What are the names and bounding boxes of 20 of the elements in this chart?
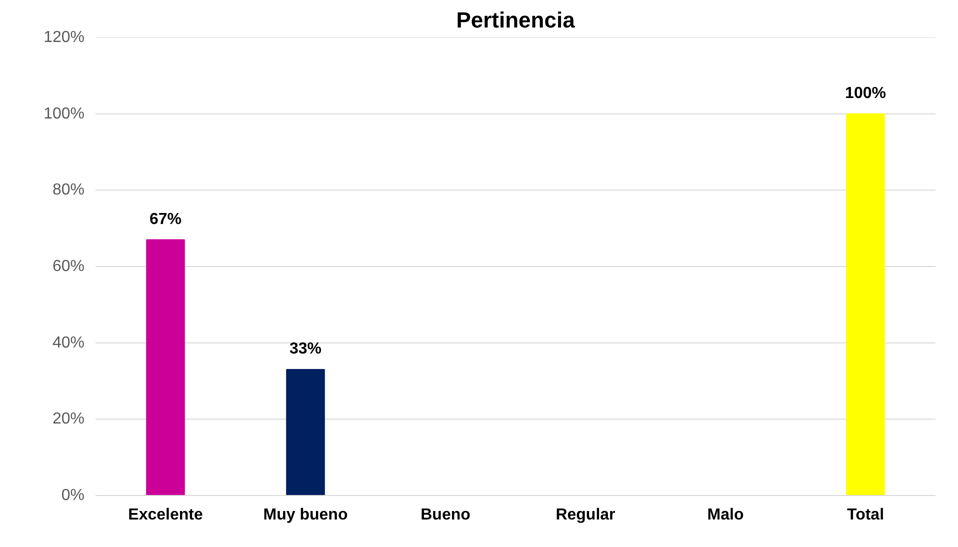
bar	[146, 239, 185, 496]
y-tick-label: 40%	[52, 334, 85, 352]
x-tick-label: Muy bueno	[263, 506, 348, 524]
y-tick-label: 80%	[52, 182, 85, 199]
y-tick-label: 0%	[61, 487, 84, 504]
y-tick-label: 60%	[52, 258, 85, 275]
bar	[846, 113, 885, 496]
y-tick-label: 100%	[44, 105, 84, 122]
x-tick-label: Total	[846, 506, 884, 524]
x-tick-label: Regular	[556, 506, 616, 524]
x-tick-label: Bueno	[420, 506, 471, 524]
data-label: 33%	[289, 340, 322, 358]
x-tick-label: Excelente	[128, 506, 203, 524]
chart-title: Pertinencia	[456, 8, 576, 32]
bar	[286, 369, 325, 496]
y-tick-label: 120%	[44, 29, 84, 46]
x-tick-label: Malo	[707, 506, 744, 524]
data-label: 67%	[149, 210, 182, 228]
data-label: 100%	[845, 84, 886, 102]
y-tick-label: 20%	[52, 410, 85, 428]
